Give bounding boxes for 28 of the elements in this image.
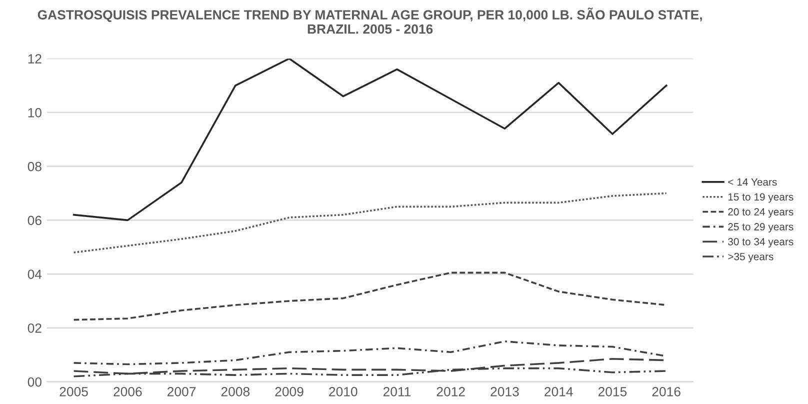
- x-tick-label: 2015: [598, 386, 627, 396]
- y-tick-label: 06: [28, 216, 42, 226]
- y-tick-label: 12: [28, 54, 42, 64]
- x-tick-label: 2012: [436, 386, 465, 396]
- y-tick-label: 04: [28, 270, 42, 279]
- line-series: [72, 192, 668, 254]
- y-tick-label: 08: [28, 162, 42, 172]
- line-series: [72, 58, 668, 222]
- x-tick-label: 2006: [114, 386, 142, 396]
- legend-label: 25 to 29 years: [728, 223, 794, 232]
- x-tick-label: 2008: [221, 386, 250, 396]
- y-tick-label: 10: [28, 108, 42, 118]
- x-tick-label: 2005: [60, 386, 88, 396]
- x-tick-label: 2009: [275, 386, 304, 396]
- y-tick-label: 00: [28, 377, 42, 387]
- x-tick-label: 2016: [652, 386, 680, 396]
- y-tick-label: 02: [28, 323, 42, 333]
- legend-label: < 14 Years: [728, 178, 777, 186]
- x-tick-label: 2007: [168, 386, 196, 396]
- chart-title: GASTROSQUISIS PREVALENCE TREND BY MATERNAL AGE GROUP, PER 10,000 LB. SÃO PAULO STATE, BRAZIL. 2005 - 2016: [38, 8, 702, 34]
- legend-label: >35 years: [728, 252, 774, 262]
- legend-label: 15 to 19 years: [728, 193, 794, 203]
- legend-label: 30 to 34 years: [728, 238, 794, 248]
- x-tick-label: 2011: [383, 386, 411, 396]
- legend-label: 20 to 24 years: [728, 208, 794, 218]
- x-tick-label: 2014: [544, 386, 573, 396]
- x-tick-label: 2013: [490, 386, 519, 396]
- x-tick-label: 2010: [329, 386, 358, 396]
